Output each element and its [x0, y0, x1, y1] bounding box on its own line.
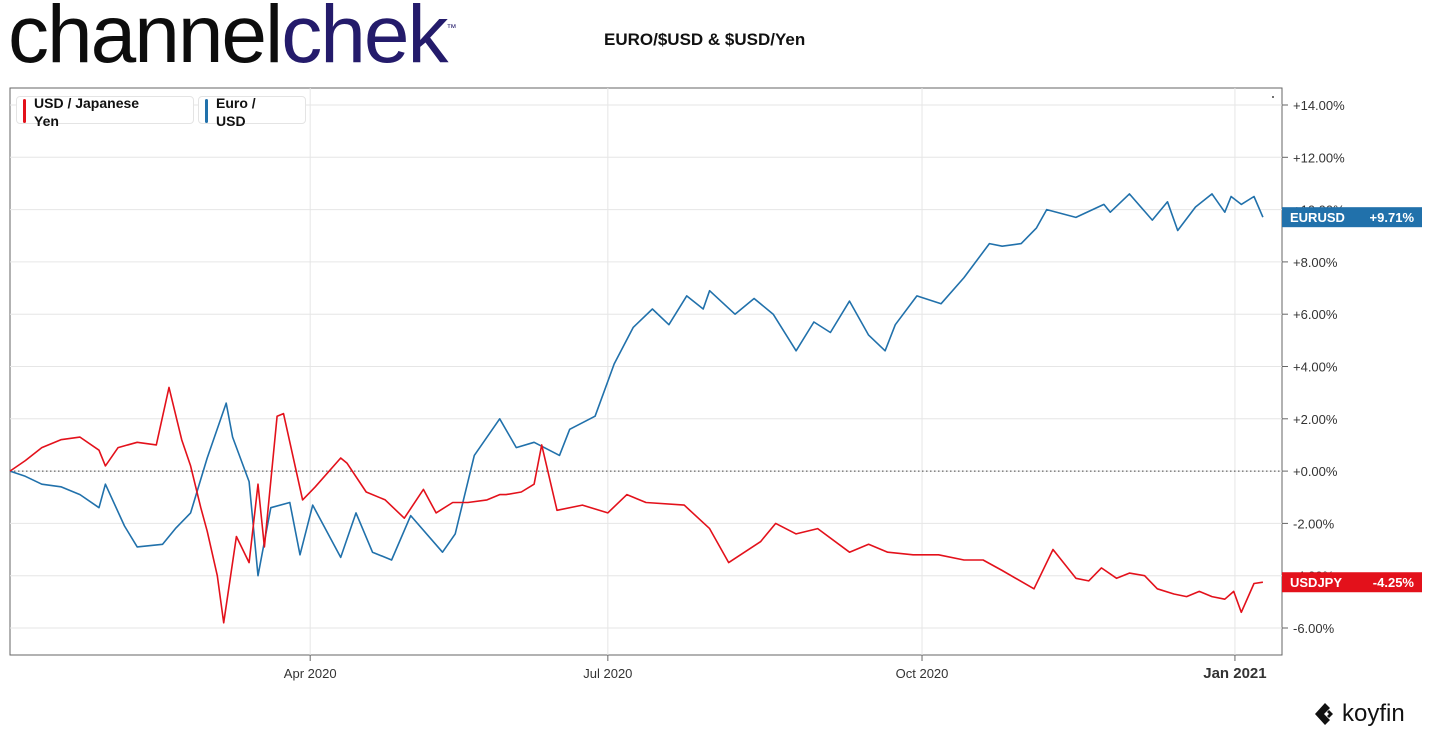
last-value-ticker: EURUSD	[1290, 210, 1345, 225]
y-tick-label: +6.00%	[1293, 307, 1338, 322]
last-value-tag-eurusd	[1282, 207, 1422, 228]
last-value-ticker: USDJPY	[1290, 575, 1342, 590]
y-tick-label: +8.00%	[1293, 255, 1338, 270]
last-value-label: +9.71%	[1370, 210, 1415, 225]
legend-label-usdjpy: USD / Japanese Yen	[34, 95, 140, 129]
y-tick-label: +12.00%	[1293, 150, 1345, 165]
series-line-usdjpy	[9, 386, 1264, 624]
line-chart: +14.00%+12.00%+10.00%+8.00%+6.00%+4.00%+…	[9, 87, 1422, 682]
legend-label-eurusd: Euro / USD	[216, 95, 256, 129]
y-tick-label: -2.00%	[1293, 516, 1335, 531]
y-tick-label: +0.00%	[1293, 464, 1338, 479]
channelchek-logo: channelchek™	[8, 0, 456, 80]
legend-item-usdjpy[interactable]: USD / Japanese Yen	[16, 95, 194, 129]
plot-frame	[9, 87, 1283, 656]
y-tick-label: +14.00%	[1293, 98, 1345, 113]
x-tick-label: Oct 2020	[896, 666, 949, 681]
x-tick-label: Jan 2021	[1203, 665, 1266, 682]
koyfin-logo: koyfin	[1312, 700, 1405, 728]
x-tick-label: Jul 2020	[583, 666, 632, 681]
y-tick-label: +4.00%	[1293, 360, 1338, 375]
x-tick-label: Apr 2020	[284, 666, 337, 681]
last-value-tag-usdjpy	[1282, 572, 1422, 593]
y-tick-label: +2.00%	[1293, 412, 1338, 427]
last-value-label: -4.25%	[1373, 575, 1415, 590]
legend-item-eurusd[interactable]: Euro / USD	[198, 95, 306, 129]
koyfin-wordmark: koyfin	[1342, 700, 1405, 727]
koyfin-mark-icon	[1315, 703, 1333, 725]
legend-swatch-eurusd	[205, 99, 208, 123]
chart-title: EURO/$USD & $USD/Yen	[604, 30, 806, 49]
legend-swatch-usdjpy	[23, 99, 26, 123]
chart-menu-dot	[1272, 96, 1274, 98]
y-tick-label: -6.00%	[1293, 621, 1335, 636]
series-line-eurusd	[9, 193, 1264, 577]
